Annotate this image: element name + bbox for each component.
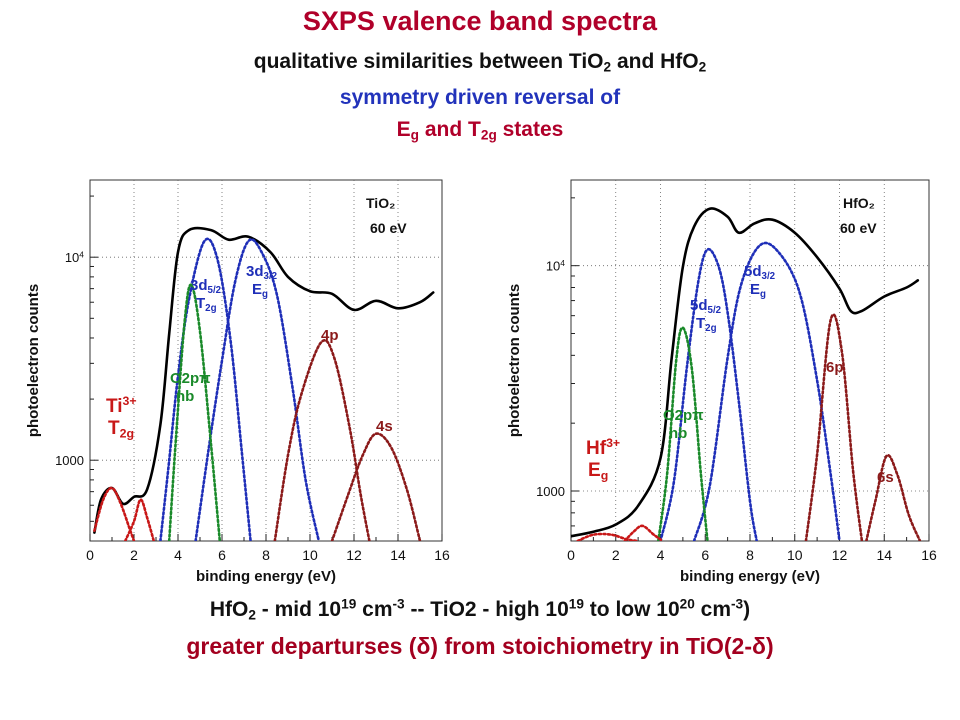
x-tick-label: 14 [876, 547, 892, 563]
series-hf3-eg-low- [576, 532, 640, 541]
annotation-label: O2pπ [170, 370, 211, 387]
series-6p [804, 313, 864, 541]
annotation-label: HfO₂ [843, 195, 875, 211]
x-tick-label: 12 [346, 547, 362, 563]
x-tick-label: 16 [434, 547, 450, 563]
y-axis-label: photoelectron counts [25, 284, 42, 437]
slide-subtitle: qualitative similarities between TiO2 an… [253, 50, 707, 75]
x-tick-label: 8 [262, 547, 270, 563]
series-o2p-nb [656, 326, 709, 541]
series-hf3-eg-high- [623, 524, 664, 541]
annotation-label: 4p [321, 327, 339, 344]
annotation-label: Hf3+ [586, 436, 620, 459]
x-axis-label: binding energy (eV) [196, 568, 336, 585]
annotation-sublabel: T2g [696, 315, 717, 334]
annotation-label: 4s [376, 418, 393, 435]
annotation-label: 60 eV [370, 220, 407, 236]
series-o2p-nb [167, 283, 222, 541]
y-tick-label: 104 [546, 258, 565, 274]
series-5d5-2-t2g [659, 247, 758, 541]
annotation-label: TiO₂ [366, 195, 395, 211]
slide-title: SXPS valence band spectra [302, 6, 658, 36]
y-tick-label: 1000 [536, 484, 565, 499]
x-tick-label: 16 [921, 547, 937, 563]
chart-panel-hfo2: 0 2 4 6 8 10 12 14 16 1000 104 binding energy (eV) p… [506, 179, 937, 585]
series-4s [330, 432, 422, 541]
annotation-sublabel: Eg [588, 460, 608, 483]
series-ti3-t2g-high- [123, 498, 156, 541]
series-total [93, 226, 435, 534]
x-tick-label: 2 [612, 547, 620, 563]
annotation-label: 5d3/2 [744, 263, 776, 282]
x-tick-label: 0 [86, 547, 94, 563]
annotation-sublabel: Eg [252, 281, 268, 300]
annotation-label: 3d3/2 [246, 263, 278, 282]
series-3d5-2-t2g [159, 237, 252, 541]
annotation-sublabel: Eg [750, 281, 766, 300]
series-3d3-2-eg [194, 238, 321, 541]
series-5d3-2-eg [692, 241, 841, 541]
slide-subtitle-3: Eg and T2g states [396, 118, 564, 143]
footer-conclusion: greater departurses (δ) from stoichiomet… [186, 633, 774, 659]
x-tick-label: 14 [390, 547, 406, 563]
annotation-sublabel: T2g [196, 295, 217, 314]
annotation-label: O2pπ [663, 407, 704, 424]
chart-panel-tio2: 0 2 4 6 8 10 12 14 16 1000 104 binding energy (eV) p… [25, 179, 450, 585]
slide-subtitle-2: symmetry driven reversal of [339, 86, 621, 109]
x-tick-label: 8 [746, 547, 754, 563]
annotation-label: 6p [826, 359, 844, 376]
annotation-label: 3d5/2 [190, 277, 222, 296]
annotation-sublabel: T2g [108, 418, 134, 441]
x-tick-label: 6 [218, 547, 226, 563]
x-tick-label: 10 [302, 547, 318, 563]
annotation-label: Ti3+ [106, 394, 137, 417]
annotation-label: 5d5/2 [690, 297, 722, 316]
footer-note: HfO2 - mid 1019 cm-3 -- TiO2 - high 1019… [209, 596, 751, 623]
x-tick-label: 4 [174, 547, 182, 563]
y-axis-label: photoelectron counts [506, 284, 523, 437]
y-tick-label: 104 [65, 250, 84, 266]
x-axis-label: binding energy (eV) [680, 568, 820, 585]
series-4p [273, 339, 371, 541]
annotation-label: 60 eV [840, 220, 877, 236]
x-tick-label: 12 [832, 547, 848, 563]
y-tick-label: 1000 [55, 453, 84, 468]
x-tick-label: 4 [657, 547, 665, 563]
x-tick-label: 10 [787, 547, 803, 563]
annotation-sublabel: nb [669, 425, 687, 442]
x-tick-label: 6 [701, 547, 709, 563]
annotation-sublabel: nb [176, 388, 194, 405]
x-tick-label: 2 [130, 547, 138, 563]
series-total [571, 207, 920, 538]
annotation-label: 6s [877, 469, 894, 486]
series-6s [865, 453, 922, 541]
x-tick-label: 0 [567, 547, 575, 563]
